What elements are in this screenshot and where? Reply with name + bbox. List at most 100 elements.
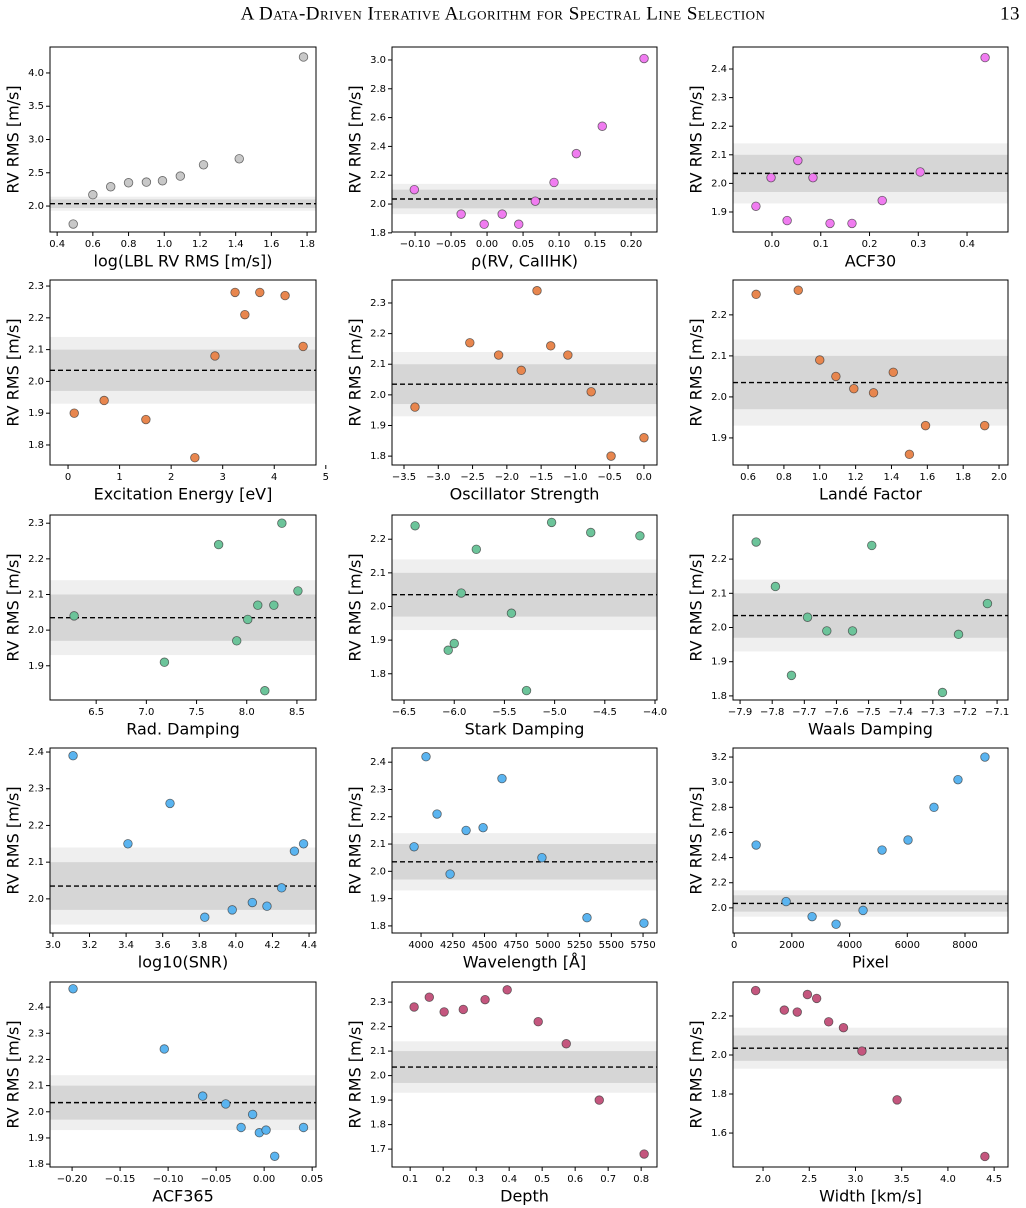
y-tick-label: 1.9	[711, 657, 727, 668]
point	[221, 1099, 231, 1109]
x-tick-label: −3.5	[392, 472, 416, 483]
x-tick-label: −7.2	[953, 707, 977, 718]
point	[262, 901, 272, 911]
y-tick-label: 2.0	[28, 201, 44, 212]
point	[597, 121, 607, 131]
point	[236, 1122, 246, 1133]
point	[502, 985, 512, 995]
x-tick-label: 3.6	[155, 940, 171, 951]
point	[888, 367, 898, 377]
x-tick-label: 1.8	[299, 239, 315, 250]
point	[190, 452, 200, 463]
x-tick-label: 4	[271, 472, 277, 483]
y-axis-label: RV RMS [m/s]	[687, 1020, 706, 1128]
point	[298, 341, 308, 352]
point	[786, 670, 797, 681]
x-tick-label: 0.4	[959, 239, 975, 250]
y-axis-label: RV RMS [m/s]	[687, 318, 706, 426]
x-tick-label: 0.3	[468, 1174, 484, 1185]
point	[823, 1017, 834, 1027]
point	[479, 219, 489, 229]
point	[298, 52, 309, 62]
point	[953, 629, 964, 640]
point	[141, 414, 151, 425]
point	[530, 196, 541, 206]
point	[409, 184, 420, 195]
y-axis-label: RV RMS [m/s]	[346, 786, 365, 894]
x-tick-label: 0.8	[776, 472, 792, 483]
point	[847, 626, 858, 636]
point	[877, 845, 887, 855]
point	[213, 539, 224, 550]
y-tick-label: 1.9	[370, 894, 386, 905]
point	[516, 365, 526, 376]
x-tick-label: −7.4	[889, 707, 913, 718]
x-tick-label: 1.2	[848, 472, 864, 483]
x-tick-label: −6.0	[442, 707, 466, 718]
point	[68, 751, 78, 761]
point	[424, 992, 434, 1002]
x-tick-label: 7.0	[138, 707, 154, 718]
y-tick-label: 2.3	[711, 93, 727, 104]
point	[449, 638, 459, 649]
y-tick-label: 2.0	[28, 894, 44, 905]
x-tick-label: 0.1	[813, 239, 829, 250]
point	[123, 839, 133, 849]
y-tick-label: 2.3	[370, 784, 386, 795]
point	[200, 912, 210, 922]
point	[980, 752, 990, 762]
subplot: 6.5 7.0 7.5 8.0 8.5 1.9 2.0 2.1 2.2 2.3 Rad. Dampi…	[4, 514, 317, 739]
x-tick-label: 0.05	[301, 1174, 323, 1185]
y-tick-label: 2.2	[711, 1011, 727, 1022]
y-tick-label: 2.2	[28, 1054, 44, 1065]
x-tick-label: −6.5	[392, 707, 416, 718]
y-tick-label: 1.9	[370, 1095, 386, 1106]
point	[410, 402, 420, 412]
x-tick-label: 0	[65, 472, 71, 483]
point	[639, 53, 649, 64]
y-tick-label: 2.6	[711, 827, 727, 838]
point	[877, 195, 887, 206]
x-tick-label: 2.0	[755, 1174, 771, 1185]
point	[497, 209, 507, 219]
y-tick-label: 2.2	[711, 554, 727, 565]
point	[277, 518, 287, 528]
point	[857, 1046, 867, 1056]
point	[546, 517, 557, 528]
point	[831, 919, 841, 929]
y-tick-label: 2.1	[28, 1081, 44, 1092]
y-tick-label: 2.0	[370, 390, 386, 401]
point	[750, 985, 761, 996]
axes-frame	[732, 279, 1009, 466]
point	[280, 290, 290, 301]
x-tick-label: −7.9	[728, 707, 752, 718]
point	[858, 905, 868, 916]
point	[537, 852, 547, 863]
x-tick-label: 3.2	[82, 940, 98, 951]
x-tick-label: −0.15	[105, 1174, 136, 1185]
point	[533, 1016, 543, 1027]
y-tick-label: 2.0	[28, 1107, 44, 1118]
point	[409, 1002, 419, 1012]
axes-frame	[49, 279, 317, 466]
x-tick-label: 3.8	[191, 940, 207, 951]
y-tick-label: 2.4	[711, 64, 727, 75]
x-tick-label: 0.00	[476, 239, 498, 250]
point	[514, 219, 524, 229]
x-tick-label: 4000	[408, 940, 433, 951]
axes-frame	[49, 747, 317, 934]
point	[521, 685, 532, 696]
x-tick-label: 8000	[952, 940, 977, 951]
point	[276, 883, 287, 893]
x-axis-label: Width [km/s]	[819, 1187, 922, 1206]
y-tick-label: 2.0	[370, 199, 386, 210]
y-tick-label: 3.0	[711, 777, 727, 788]
x-tick-label: 3.4	[118, 940, 134, 951]
y-tick-label: 2.4	[28, 747, 44, 758]
y-tick-label: 1.9	[28, 408, 44, 419]
y-tick-label: 2.0	[711, 178, 727, 189]
point	[980, 1151, 990, 1162]
x-tick-label: 0.7	[600, 1174, 616, 1185]
point	[270, 1151, 280, 1161]
y-tick-label: 2.2	[28, 554, 44, 565]
